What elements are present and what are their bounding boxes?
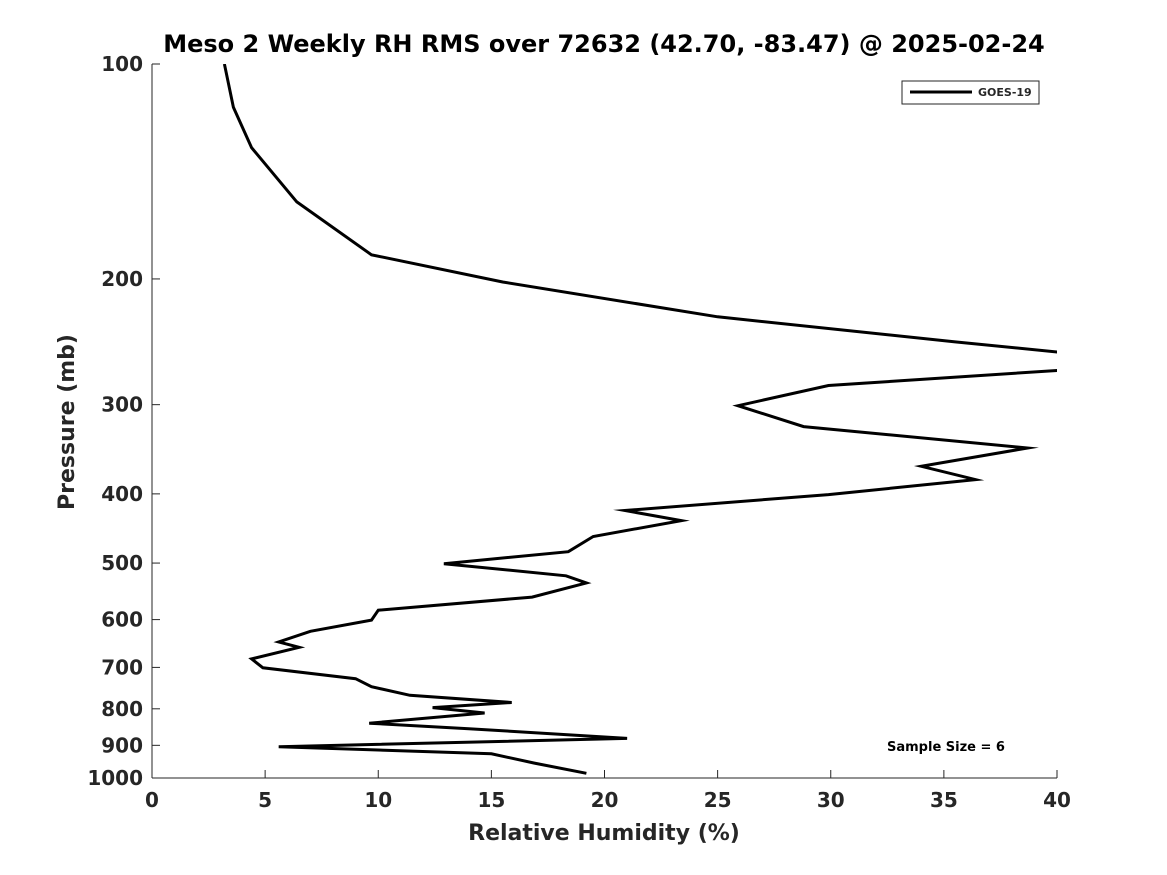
- y-axis-ticks: 100 200 300 400 500 600 700 800 900 1000: [87, 52, 160, 790]
- y-tick-label: 800: [101, 697, 143, 721]
- series-line-goes-19: [222, 64, 1057, 775]
- x-axis-label: Relative Humidity (%): [468, 821, 740, 846]
- plot-area: 0 5 10 15 20 25 30 35 40 100 200 300 400 500 600 700 80…: [87, 52, 1071, 812]
- y-tick-label: 200: [101, 267, 143, 291]
- x-tick-label: 40: [1043, 788, 1071, 812]
- y-tick-label: 1000: [87, 766, 143, 790]
- x-tick-label: 0: [145, 788, 159, 812]
- y-tick-label: 600: [101, 608, 143, 632]
- x-tick-label: 20: [591, 788, 619, 812]
- x-tick-label: 10: [364, 788, 392, 812]
- x-axis-ticks: 0 5 10 15 20 25 30 35 40: [145, 770, 1071, 812]
- y-tick-label: 900: [101, 733, 143, 757]
- x-tick-label: 15: [477, 788, 505, 812]
- x-tick-label: 5: [258, 788, 272, 812]
- y-tick-label: 300: [101, 393, 143, 417]
- y-axis-label: Pressure (mb): [55, 334, 80, 510]
- sample-size-annotation: Sample Size = 6: [887, 740, 1005, 755]
- x-tick-label: 30: [817, 788, 845, 812]
- y-tick-label: 700: [101, 655, 143, 679]
- chart-title: Meso 2 Weekly RH RMS over 72632 (42.70, …: [163, 30, 1045, 58]
- x-tick-label: 25: [704, 788, 732, 812]
- y-tick-label: 500: [101, 551, 143, 575]
- legend: GOES-19: [901, 80, 1040, 105]
- series-layer: [222, 64, 1057, 775]
- y-tick-label: 100: [101, 52, 143, 76]
- x-tick-label: 35: [930, 788, 958, 812]
- legend-label: GOES-19: [978, 86, 1032, 99]
- y-tick-label: 400: [101, 482, 143, 506]
